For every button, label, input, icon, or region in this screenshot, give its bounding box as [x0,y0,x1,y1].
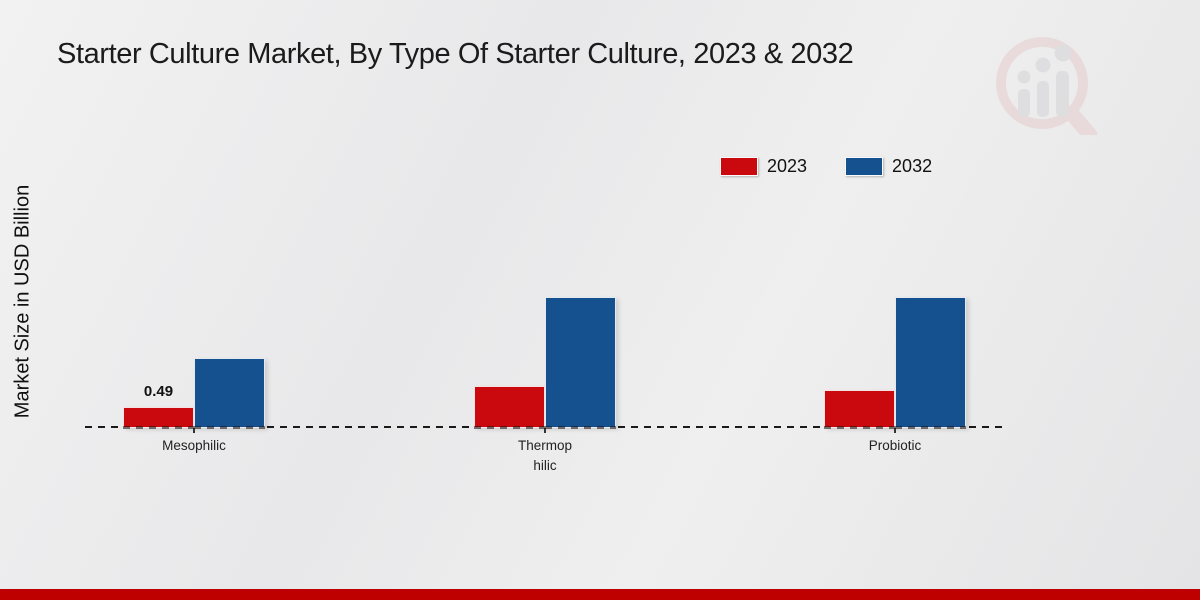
legend-swatch-2032 [845,157,884,176]
bar-2023-mesophilic[interactable] [123,407,194,428]
baseline-dash-overlay [895,426,966,429]
x-axis-tick [544,428,546,433]
baseline-dash-overlay [545,426,616,429]
category-label-thermophilic: Thermop hilic [517,438,573,473]
value-label-2023-mesophilic: 0.49 [143,383,174,400]
chart-title: Starter Culture Market, By Type Of Start… [57,38,854,70]
market-research-future-logo-icon [996,37,1098,135]
legend-swatch-2023 [720,157,758,176]
bar-2032-probiotic[interactable] [895,297,966,428]
legend-label-2023: 2023 [767,156,808,176]
bar-2032-mesophilic[interactable] [194,358,265,428]
baseline-dash-overlay [474,426,545,429]
baseline-dash-overlay [194,426,265,429]
bar-2032-thermophilic[interactable] [545,297,616,428]
baseline-dash-overlay [824,426,895,429]
x-axis-tick [193,428,195,433]
legend-item-2032[interactable]: 2032 [845,156,932,177]
baseline-dash-overlay [123,426,194,429]
x-axis-tick [894,428,896,433]
legend: 2023 2032 [720,156,932,177]
category-label-probiotic: Probiotic [868,438,922,453]
bar-2023-probiotic[interactable] [824,390,895,428]
legend-item-2023[interactable]: 2023 [720,156,807,177]
category-label-mesophilic: Mesophilic [162,438,226,453]
bar-2023-thermophilic[interactable] [474,386,545,428]
footer-accent-bar [0,589,1200,600]
legend-label-2032: 2032 [892,156,933,176]
